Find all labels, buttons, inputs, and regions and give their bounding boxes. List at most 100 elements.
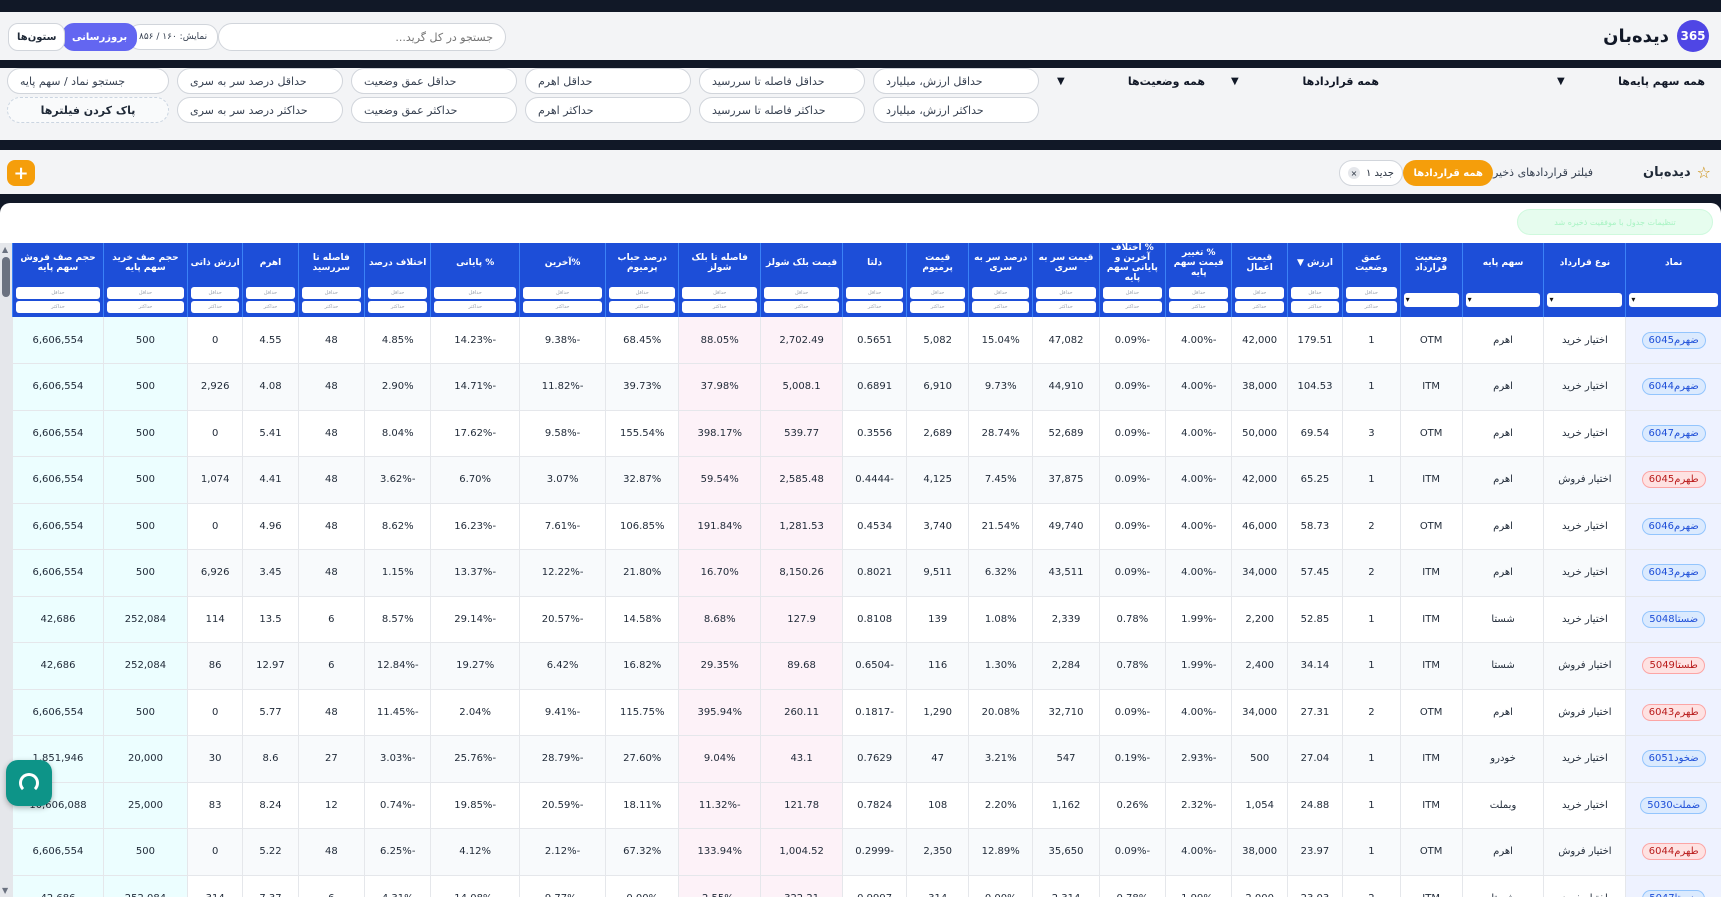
column-filter-min-input[interactable]: حداقل: [368, 287, 428, 299]
column-filter-select[interactable]: ▾: [1629, 293, 1718, 307]
column-filter-max-input[interactable]: حداکثر: [191, 301, 240, 313]
column-header[interactable]: فاصله تا بلک شولز: [678, 243, 761, 283]
column-header[interactable]: دلتا: [842, 243, 907, 283]
table-row[interactable]: طهرم6043 اختیار فروش اهرم OTM 2 27.31 34,000 -4…: [12, 689, 1721, 736]
column-filter-max-input[interactable]: حداکثر: [522, 301, 603, 313]
table-row[interactable]: ضستا5048 اختیار خرید شستا ITM 1 52.85 2,200 -1.…: [12, 596, 1721, 643]
column-filter-max-input[interactable]: حداکثر: [1346, 301, 1397, 313]
column-filter-min-input[interactable]: حداقل: [609, 287, 676, 299]
max-leverage-field[interactable]: حداکثر اهرم: [525, 97, 691, 123]
column-header[interactable]: عمق وضعیت: [1342, 243, 1401, 283]
column-header[interactable]: درصد سر به سری: [968, 243, 1033, 283]
column-filter-min-input[interactable]: حداقل: [1036, 287, 1096, 299]
table-row[interactable]: ضهرم6047 اختیار خرید اهرم OTM 3 69.54 50,000 -4…: [12, 410, 1721, 457]
table-row[interactable]: طستا5049 اختیار فروش شستا ITM 1 34.14 2,400 -1.…: [12, 642, 1721, 690]
table-row[interactable]: ضخود6051 اختیار خرید خودرو ITM 1 27.04 500 -2.9…: [12, 735, 1721, 783]
column-header[interactable]: ارزش ▼: [1286, 243, 1343, 283]
column-filter-max-input[interactable]: حداکثر: [434, 301, 516, 313]
column-filter-min-input[interactable]: حداقل: [1102, 287, 1163, 299]
table-row[interactable]: ضملت5030 اختیار خرید وبملت ITM 1 24.88 1,054 -2…: [12, 782, 1721, 829]
symbol-link[interactable]: ضهرم6044: [1641, 378, 1706, 396]
column-header[interactable]: قیمت سر به سری: [1032, 243, 1100, 283]
min-depth-field[interactable]: حداقل عمق وضعیت: [351, 68, 517, 94]
column-filter-min-input[interactable]: حداقل: [682, 287, 758, 299]
column-filter-select[interactable]: ▾: [1403, 293, 1459, 307]
column-filter-max-input[interactable]: حداکثر: [682, 301, 758, 313]
column-header[interactable]: درصد حباب پرمیوم: [605, 243, 679, 283]
scroll-down-icon[interactable]: ▼: [2, 886, 9, 895]
column-filter-max-input[interactable]: حداکثر: [368, 301, 428, 313]
column-header[interactable]: قیمت اعمال: [1231, 243, 1288, 283]
all-contracts-chip[interactable]: همه قراردادها: [1403, 160, 1493, 186]
column-filter-max-input[interactable]: حداکثر: [910, 301, 966, 313]
new-filter-chip[interactable]: جدید ۱ ×: [1338, 160, 1403, 186]
column-filter-max-input[interactable]: حداکثر: [16, 301, 100, 313]
underlying-select[interactable]: همه سهم پایه‌ها ▼: [1549, 68, 1713, 94]
column-header[interactable]: % پایانی: [430, 243, 520, 283]
column-filter-max-input[interactable]: حداکثر: [609, 301, 676, 313]
column-filter-max-input[interactable]: حداکثر: [246, 301, 295, 313]
column-filter-min-input[interactable]: حداقل: [910, 287, 966, 299]
min-leverage-field[interactable]: حداقل اهرم: [525, 68, 691, 94]
star-icon[interactable]: ☆: [1696, 163, 1711, 182]
column-header[interactable]: حجم صف خرید سهم پایه: [102, 243, 188, 283]
column-filter-min-input[interactable]: حداقل: [246, 287, 295, 299]
column-filter-max-input[interactable]: حداکثر: [1235, 301, 1284, 313]
min-value-field[interactable]: حداقل ارزش، میلیارد: [873, 68, 1039, 94]
column-header[interactable]: اختلاف درصد: [364, 243, 431, 283]
table-row[interactable]: ضهرم6045 اختیار خرید اهرم OTM 1 179.51 42,000-…: [12, 317, 1721, 364]
symbol-search-field[interactable]: جستجو نماد / سهم پایه: [7, 68, 169, 94]
column-header[interactable]: % تغییر قیمت سهم پایه: [1165, 243, 1232, 283]
column-filter-min-input[interactable]: حداقل: [764, 287, 840, 299]
column-filter-max-input[interactable]: حداکثر: [972, 301, 1030, 313]
column-header[interactable]: % اختلاف آخرین و پایانی سهم پایه: [1098, 243, 1166, 283]
table-row[interactable]: طهرم6044 اختیار فروش اهرم OTM 1 23.97 38,000 -4…: [12, 828, 1721, 876]
column-header[interactable]: نماد: [1625, 243, 1721, 283]
column-header[interactable]: اهرم: [242, 243, 299, 283]
column-filter-max-input[interactable]: حداکثر: [106, 301, 185, 313]
symbol-link[interactable]: ضستا5048: [1642, 610, 1706, 628]
scrollbar-thumb[interactable]: [2, 257, 10, 297]
max-depth-field[interactable]: حداکثر عمق وضعیت: [351, 97, 517, 123]
column-header[interactable]: نوع قرارداد: [1543, 243, 1626, 283]
grid-search-input[interactable]: [218, 23, 506, 51]
column-header[interactable]: سهم پایه: [1461, 243, 1544, 283]
symbol-link[interactable]: طهرم6045: [1641, 471, 1706, 489]
vertical-scrollbar[interactable]: ▲ ▼: [0, 243, 12, 897]
column-header[interactable]: %آخرین: [518, 243, 606, 283]
close-icon[interactable]: ×: [1347, 167, 1360, 179]
column-filter-max-input[interactable]: حداکثر: [846, 301, 904, 313]
columns-button[interactable]: ستون‌ها: [8, 23, 66, 51]
column-filter-min-input[interactable]: حداقل: [434, 287, 516, 299]
column-filter-min-input[interactable]: حداقل: [972, 287, 1030, 299]
symbol-link[interactable]: طستا5049: [1642, 657, 1705, 675]
column-filter-min-input[interactable]: حداقل: [106, 287, 185, 299]
column-header[interactable]: قیمت بلک شولز: [760, 243, 843, 283]
column-filter-max-input[interactable]: حداکثر: [1169, 301, 1229, 313]
column-header[interactable]: قیمت پرمیوم: [906, 243, 969, 283]
column-filter-min-input[interactable]: حداقل: [1346, 287, 1397, 299]
status-select[interactable]: همه وضعیت‌ها ▼: [1049, 68, 1213, 94]
support-button[interactable]: [6, 760, 52, 806]
column-filter-min-input[interactable]: حداقل: [846, 287, 904, 299]
scroll-up-icon[interactable]: ▲: [2, 245, 9, 254]
min-days-field[interactable]: حداقل فاصله تا سررسید: [699, 68, 865, 94]
column-filter-min-input[interactable]: حداقل: [16, 287, 100, 299]
symbol-link[interactable]: ضهرم6045: [1641, 331, 1706, 349]
max-breakeven-field[interactable]: حداکثر درصد سر به سری: [177, 97, 343, 123]
column-filter-select[interactable]: ▾: [1547, 293, 1623, 307]
symbol-link[interactable]: ضملت5030: [1640, 796, 1708, 814]
column-filter-max-input[interactable]: حداکثر: [764, 301, 840, 313]
column-filter-min-input[interactable]: حداقل: [1235, 287, 1284, 299]
column-filter-max-input[interactable]: حداکثر: [1102, 301, 1163, 313]
min-breakeven-field[interactable]: حداقل درصد سر به سری: [177, 68, 343, 94]
column-filter-select[interactable]: ▾: [1465, 293, 1541, 307]
column-filter-min-input[interactable]: حداقل: [301, 287, 362, 299]
column-header[interactable]: ارزش ذاتی: [187, 243, 243, 283]
max-days-field[interactable]: حداکثر فاصله تا سررسید: [699, 97, 865, 123]
add-filter-button[interactable]: +: [7, 160, 35, 186]
table-row[interactable]: ضستا5047 اختیار خریدشستاITM223.032,000-1.…: [12, 875, 1721, 897]
symbol-link[interactable]: ضستا5047: [1642, 889, 1706, 897]
symbol-link[interactable]: ضهرم6047: [1641, 424, 1706, 442]
column-filter-min-input[interactable]: حداقل: [191, 287, 240, 299]
